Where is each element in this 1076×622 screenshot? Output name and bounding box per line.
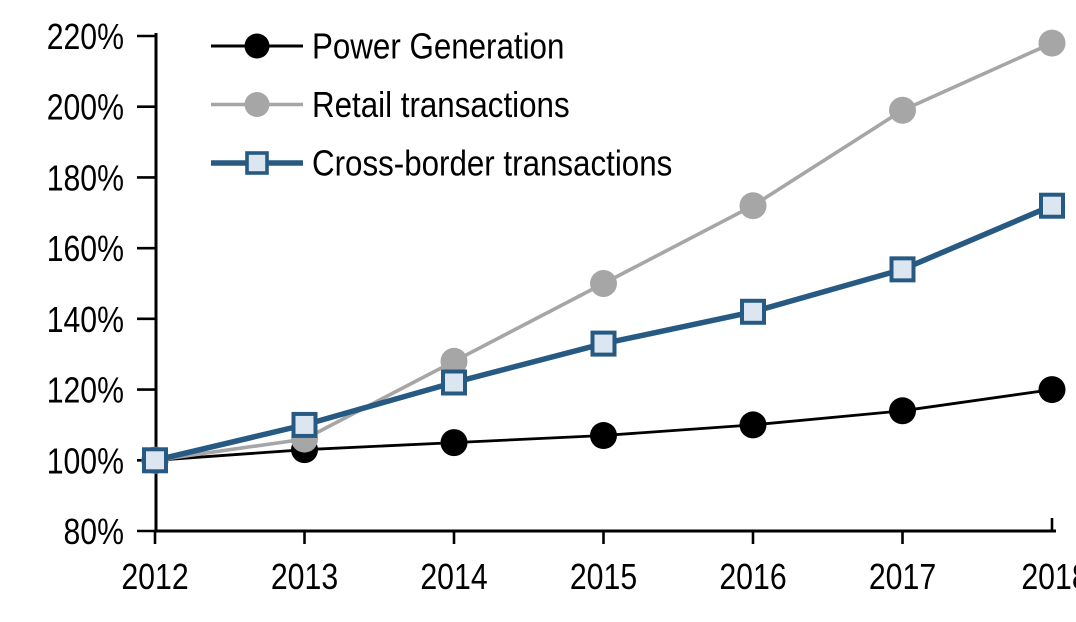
y-tick-label: 100% [47,440,124,481]
data-point-retail-transactions-2018 [1038,29,1066,57]
x-tick-label: 2015 [570,556,637,597]
data-point-power-generation-2016 [739,411,767,439]
x-tick-label: 2017 [869,556,936,597]
legend-marker-circle [244,92,270,117]
legend-item-cross-border-transactions: Cross-border transactions [211,143,672,184]
x-tick-label: 2016 [719,556,786,597]
data-point-power-generation-2017 [889,397,916,425]
x-tick-label: 2012 [121,556,188,597]
legend-item-power-generation: Power Generation [211,26,564,67]
y-tick-label: 120% [47,370,124,411]
legend-item-retail-transactions: Retail transactions [211,84,570,125]
data-point-retail-transactions-2014 [440,347,468,375]
data-point-cross-border-transactions-2016 [740,298,766,325]
data-point-power-generation-2015 [590,422,617,450]
data-point-cross-border-transactions-2017 [889,256,916,283]
legend-marker-circle [244,33,270,59]
y-tick-label: 200% [47,87,124,128]
indexed-growth-line-chart: 80% 100% 120% 140% 160% 180% 200% 220% 2012 2013 2… [40,16,1076,606]
x-tick-label: 2014 [420,556,487,597]
data-point-power-generation-2014 [440,429,468,457]
data-point-power-generation-2018 [1038,376,1066,404]
legend-label: Retail transactions [312,84,570,125]
y-tick-label: 80% [64,511,125,552]
x-tick-label: 2018 [1021,556,1076,597]
y-tick-label: 220% [47,16,124,57]
data-point-retail-transactions-2015 [590,270,617,297]
data-point-cross-border-transactions-2014 [441,369,467,396]
x-tick-label: 2013 [271,556,338,597]
legend-label: Power Generation [312,26,564,67]
data-point-cross-border-transactions-2015 [590,330,617,357]
line-chart-svg: 80% 100% 120% 140% 160% 180% 200% 220% 2012 2013 2… [40,16,1076,606]
legend-marker-square [245,151,269,175]
data-point-cross-border-transactions-2013 [291,411,318,438]
y-tick-label: 140% [47,299,124,340]
data-point-retail-transactions-2016 [739,192,767,220]
y-tick-label: 160% [47,228,124,269]
y-tick-label: 180% [47,157,124,198]
legend-label: Cross-border transactions [312,143,672,184]
legend: Power Generation Retail transactions Cross… [211,26,672,184]
data-point-cross-border-transactions-2018 [1039,192,1065,219]
data-point-retail-transactions-2017 [889,96,916,124]
data-point-cross-border-transactions-2012 [142,447,168,474]
